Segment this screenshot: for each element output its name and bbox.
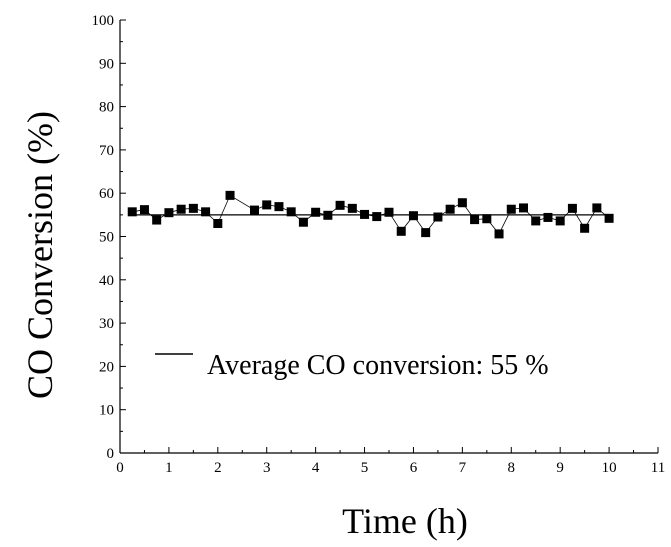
y-tick-label: 40 xyxy=(99,273,114,289)
x-tick-label: 7 xyxy=(459,460,467,476)
x-tick-label: 0 xyxy=(116,460,124,476)
y-tick-label: 0 xyxy=(107,446,115,462)
series-group xyxy=(127,190,614,239)
data-point xyxy=(506,204,516,214)
data-point xyxy=(384,207,394,217)
data-point xyxy=(482,214,492,224)
y-tick-label: 60 xyxy=(99,186,114,202)
data-point xyxy=(225,190,235,200)
x-tick-label: 9 xyxy=(556,460,564,476)
data-point xyxy=(372,212,382,222)
data-point xyxy=(470,215,480,225)
y-tick-label: 50 xyxy=(99,230,114,246)
axes: 0 1 2 3 4 5 6 7 8 9 10 11 0 10 20 30 40 50 60 70 80 90 100 xyxy=(92,13,666,476)
data-point xyxy=(519,203,528,213)
data-point xyxy=(555,216,565,226)
y-tick-label: 10 xyxy=(99,403,114,419)
data-point xyxy=(604,213,614,223)
data-point xyxy=(286,207,296,217)
data-point xyxy=(176,204,186,214)
legend-label: Average CO conversion: 55 % xyxy=(207,350,549,381)
x-tick-label: 4 xyxy=(312,460,320,476)
x-tick-label: 10 xyxy=(602,460,617,476)
y-axis-title: CO Conversion (%) xyxy=(20,111,60,399)
data-point xyxy=(139,205,149,215)
data-point xyxy=(152,215,162,225)
y-tick-label: 20 xyxy=(99,359,114,375)
x-tick-label: 8 xyxy=(508,460,516,476)
y-tick-label: 100 xyxy=(92,13,115,29)
y-tick-label: 70 xyxy=(99,143,114,159)
data-point xyxy=(213,219,223,229)
data-point xyxy=(360,209,370,219)
data-point xyxy=(433,212,443,222)
data-point xyxy=(262,200,272,210)
data-point xyxy=(201,207,211,217)
legend: Average CO conversion: 55 % xyxy=(155,350,549,381)
data-point xyxy=(335,200,345,210)
x-tick-label: 3 xyxy=(263,460,271,476)
data-point xyxy=(457,198,467,208)
data-point xyxy=(250,205,259,215)
data-point xyxy=(494,229,504,239)
y-tick-label: 80 xyxy=(99,100,114,116)
data-point xyxy=(396,226,406,236)
data-point xyxy=(531,216,541,226)
data-point xyxy=(164,208,174,218)
x-tick-label: 2 xyxy=(214,460,222,476)
data-point xyxy=(408,211,418,221)
data-point xyxy=(127,207,137,217)
data-point xyxy=(592,203,602,213)
data-point xyxy=(567,203,577,213)
data-point xyxy=(311,207,321,217)
x-tick-label: 11 xyxy=(651,460,665,476)
y-tick-label: 30 xyxy=(99,316,114,332)
data-point xyxy=(580,223,590,233)
data-point xyxy=(188,203,198,213)
x-axis-title: Time (h) xyxy=(342,501,468,541)
data-point xyxy=(445,204,455,214)
data-point xyxy=(347,203,357,213)
data-point xyxy=(323,210,333,220)
x-tick-label: 1 xyxy=(165,460,173,476)
x-tick-label: 5 xyxy=(361,460,369,476)
data-point xyxy=(298,217,308,227)
y-tick-label: 90 xyxy=(99,56,114,72)
data-point xyxy=(543,212,553,222)
x-tick-label: 6 xyxy=(410,460,418,476)
data-point xyxy=(421,228,431,238)
data-point xyxy=(274,202,284,212)
